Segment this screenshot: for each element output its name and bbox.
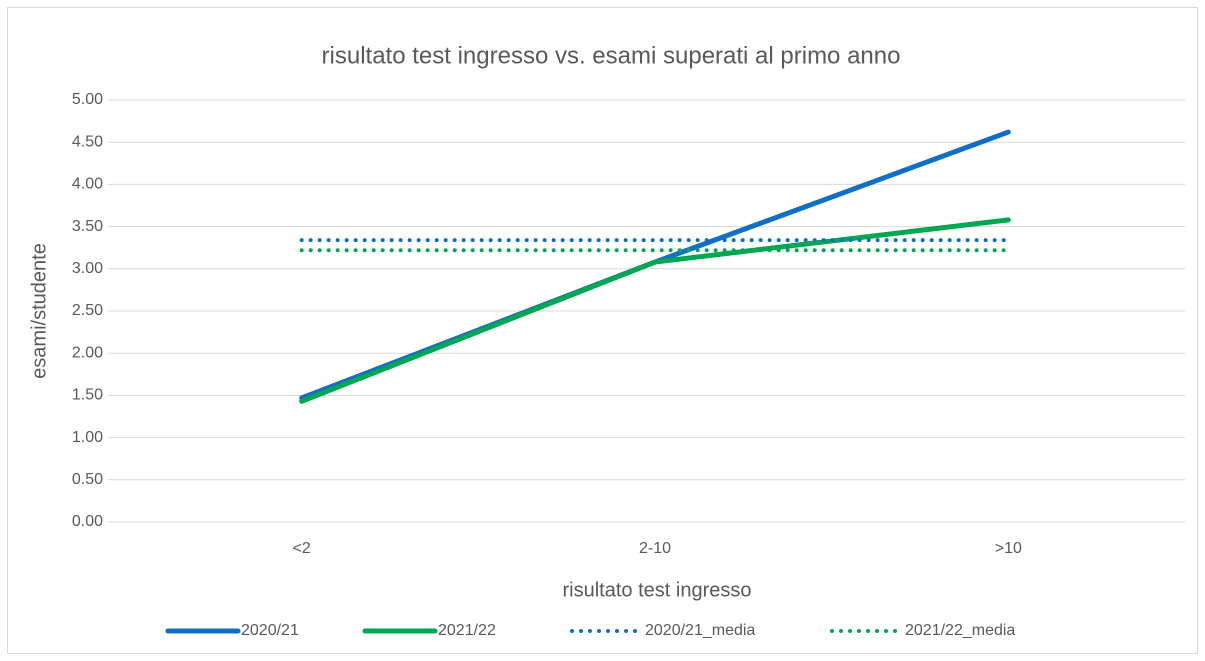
x-tick-label: 2-10: [639, 540, 671, 557]
x-tick-label: >10: [995, 540, 1022, 557]
y-tick-label: 0.00: [72, 513, 103, 530]
y-tick-label: 2.00: [72, 344, 103, 361]
y-axis-label: esami/studente: [28, 243, 50, 379]
legend-label: 2021/22_media: [905, 622, 1015, 639]
legend-label: 2021/22: [438, 622, 496, 639]
y-tick-label: 0.50: [72, 471, 103, 488]
y-tick-label: 4.50: [72, 133, 103, 150]
y-tick-label: 3.50: [72, 218, 103, 235]
y-tick-label: 1.00: [72, 429, 103, 446]
legend-label: 2020/21_media: [645, 622, 755, 639]
y-tick-label: 4.00: [72, 176, 103, 193]
y-tick-label: 5.00: [72, 91, 103, 108]
chart-frame: [7, 7, 1198, 654]
legend-label: 2020/21: [241, 622, 299, 639]
x-tick-label: <2: [293, 540, 311, 557]
x-axis-label: risultato test ingresso: [563, 579, 752, 601]
series-line: [299, 217, 1011, 404]
chart-title: risultato test ingresso vs. esami supera…: [322, 42, 901, 69]
y-tick-label: 1.50: [72, 387, 103, 404]
y-tick-label: 2.50: [72, 302, 103, 319]
y-tick-label: 3.00: [72, 260, 103, 277]
